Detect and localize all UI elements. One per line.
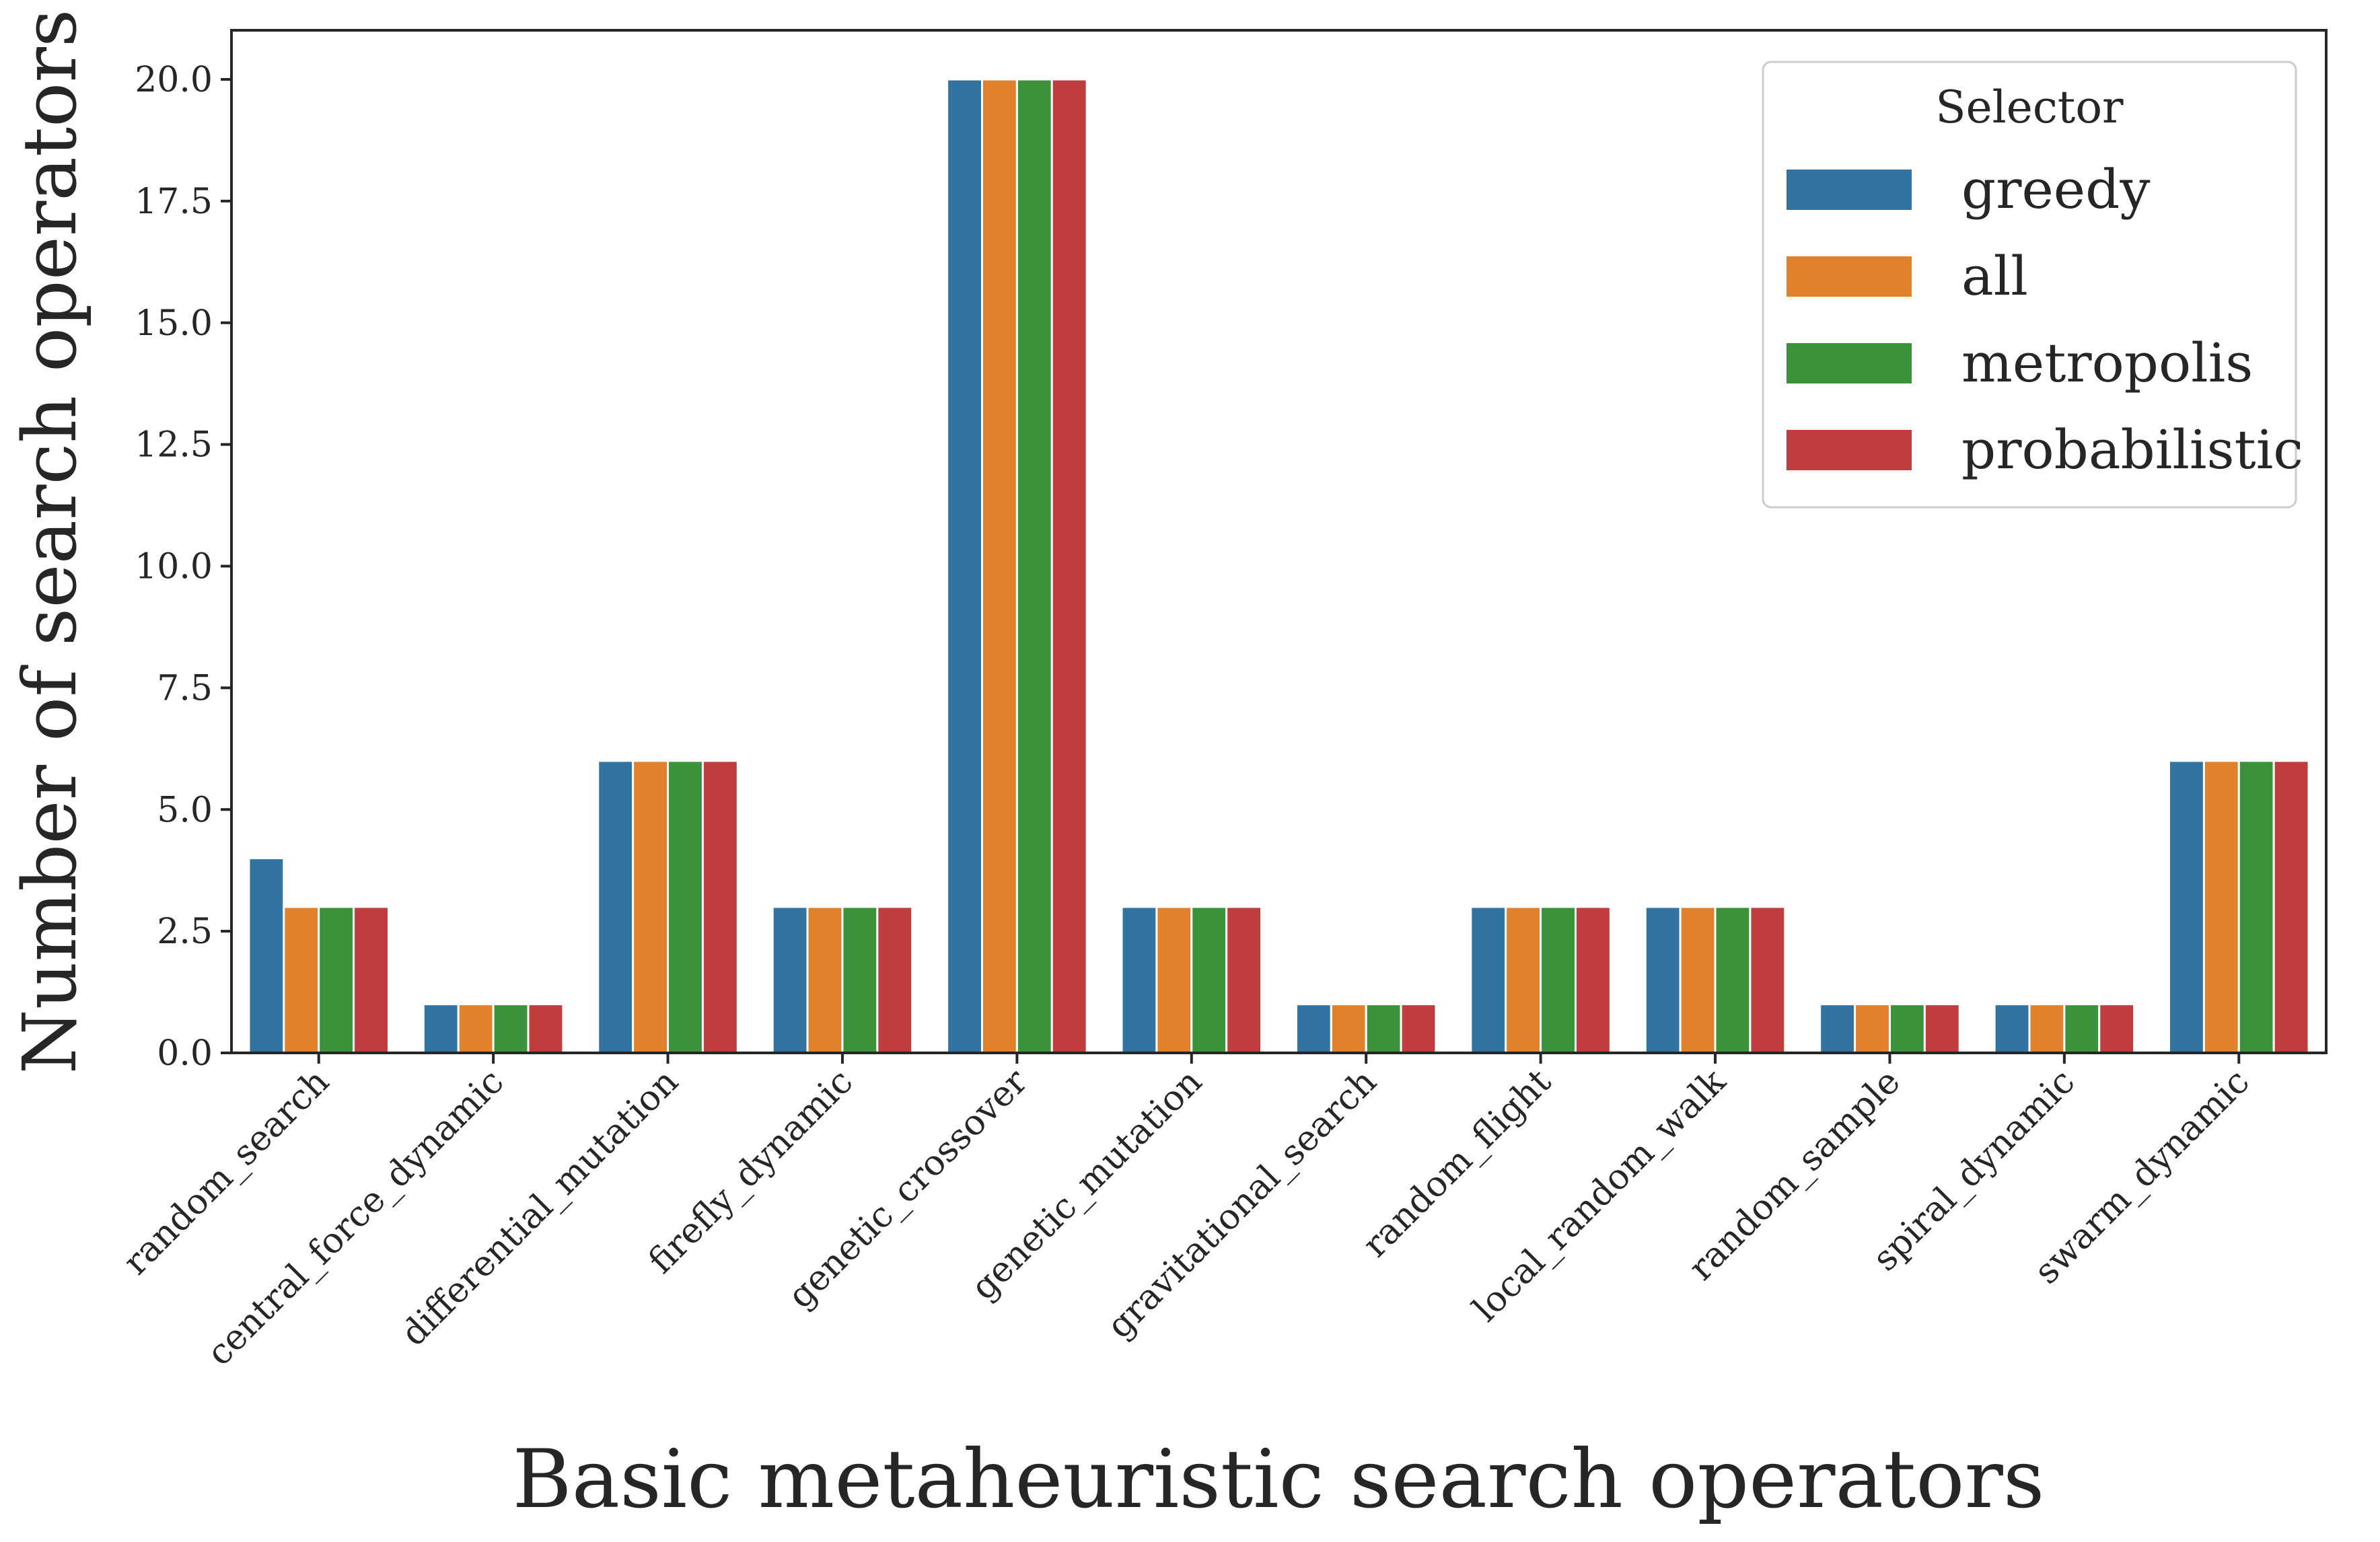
- bar-metropolis-random_flight: [1540, 906, 1577, 1054]
- bar-all-gravitational_search: [1330, 1003, 1367, 1054]
- plot-frame: [230, 29, 2328, 1054]
- bar-greedy-differential_mutation: [597, 760, 635, 1054]
- x-axis-title: Basic metaheuristic search operators: [512, 1433, 2044, 1527]
- x-tick-label-central_force_dynamic: central_force_dynamic: [199, 1062, 511, 1374]
- bar-greedy-random_search: [248, 857, 285, 1054]
- bar-probabilistic-gravitational_search: [1400, 1003, 1437, 1054]
- bar-greedy-central_force_dynamic: [422, 1003, 460, 1054]
- x-axis: random_searchcentral_force_dynamicdiffer…: [116, 1053, 2257, 1374]
- bar-all-random_flight: [1505, 906, 1542, 1054]
- y-tick-label: 5.0: [157, 790, 213, 830]
- bar-greedy-random_flight: [1470, 906, 1507, 1054]
- x-tick-label-random_flight: random_flight: [1355, 1062, 1559, 1265]
- bar-probabilistic-firefly_dynamic: [876, 906, 914, 1054]
- bar-probabilistic-swarm_dynamic: [2272, 760, 2310, 1054]
- y-tick-label: 20.0: [135, 60, 213, 100]
- legend-label-greedy: greedy: [1961, 158, 2151, 221]
- bar-greedy-random_sample: [1819, 1003, 1856, 1054]
- bar-metropolis-gravitational_search: [1365, 1003, 1402, 1054]
- legend-swatch-probabilistic: [1787, 430, 1912, 470]
- bar-metropolis-genetic_crossover: [1015, 78, 1053, 1054]
- y-tick-label: 15.0: [135, 303, 213, 344]
- bar-probabilistic-random_search: [353, 906, 390, 1054]
- y-tick-label: 0.0: [157, 1033, 213, 1074]
- legend-swatch-metropolis: [1787, 343, 1912, 383]
- bar-metropolis-random_sample: [1888, 1003, 1926, 1054]
- y-axis-title: Number of search operators: [7, 9, 93, 1074]
- y-tick-label: 10.0: [135, 547, 213, 587]
- bar-metropolis-differential_mutation: [667, 760, 704, 1054]
- bar-metropolis-firefly_dynamic: [841, 906, 879, 1054]
- y-tick-label: 2.5: [157, 912, 213, 952]
- bar-greedy-swarm_dynamic: [2168, 760, 2205, 1054]
- bar-all-genetic_mutation: [1155, 906, 1193, 1054]
- legend: Selector greedy all metropolis probabilisti…: [1762, 61, 2303, 509]
- bar-probabilistic-central_force_dynamic: [527, 1003, 565, 1054]
- bar-metropolis-genetic_mutation: [1190, 906, 1228, 1054]
- bar-all-genetic_crossover: [980, 78, 1018, 1054]
- bar-probabilistic-random_sample: [1923, 1003, 1961, 1054]
- bar-all-firefly_dynamic: [806, 906, 844, 1054]
- legend-swatch-all: [1787, 256, 1912, 297]
- bar-greedy-genetic_mutation: [1120, 906, 1158, 1054]
- bar-probabilistic-genetic_crossover: [1050, 78, 1088, 1054]
- bar-metropolis-random_search: [318, 906, 355, 1054]
- bar-probabilistic-random_flight: [1575, 906, 1612, 1054]
- y-tick-label: 12.5: [135, 425, 213, 466]
- bar-probabilistic-differential_mutation: [701, 760, 739, 1054]
- bar-probabilistic-spiral_dynamic: [2098, 1003, 2136, 1054]
- bar-metropolis-local_random_walk: [1714, 906, 1752, 1054]
- bar-all-local_random_walk: [1679, 906, 1717, 1054]
- legend-title: Selector: [1935, 81, 2124, 133]
- bar-all-random_search: [283, 906, 320, 1054]
- bar-greedy-genetic_crossover: [946, 78, 983, 1054]
- bar-greedy-firefly_dynamic: [771, 906, 809, 1054]
- bar-all-central_force_dynamic: [457, 1003, 495, 1054]
- y-tick-label: 17.5: [135, 182, 213, 222]
- bar-metropolis-spiral_dynamic: [2063, 1003, 2101, 1054]
- legend-swatch-greedy: [1787, 170, 1912, 210]
- bar-probabilistic-local_random_walk: [1749, 906, 1787, 1054]
- bars-layer: [248, 78, 2310, 1054]
- bar-metropolis-swarm_dynamic: [2237, 760, 2275, 1054]
- bar-probabilistic-genetic_mutation: [1225, 906, 1263, 1054]
- bar-all-spiral_dynamic: [2028, 1003, 2066, 1054]
- legend-label-probabilistic: probabilistic: [1961, 418, 2303, 481]
- bar-all-random_sample: [1854, 1003, 1891, 1054]
- bar-metropolis-central_force_dynamic: [492, 1003, 530, 1054]
- legend-items: greedy all metropolis probabilistic: [1787, 158, 2303, 481]
- legend-label-all: all: [1961, 245, 2028, 307]
- bar-greedy-local_random_walk: [1644, 906, 1682, 1054]
- bar-greedy-gravitational_search: [1295, 1003, 1332, 1054]
- legend-label-metropolis: metropolis: [1961, 332, 2253, 394]
- y-tick-label: 7.5: [157, 668, 213, 708]
- bar-all-differential_mutation: [632, 760, 670, 1054]
- bar-all-swarm_dynamic: [2202, 760, 2240, 1054]
- x-tick-label-differential_mutation: differential_mutation: [394, 1062, 686, 1354]
- y-axis: 0.0 2.5 5.0 7.5 10.0 12.5 15.0 17.5 20.0: [135, 60, 231, 1074]
- bar-greedy-spiral_dynamic: [1993, 1003, 2031, 1054]
